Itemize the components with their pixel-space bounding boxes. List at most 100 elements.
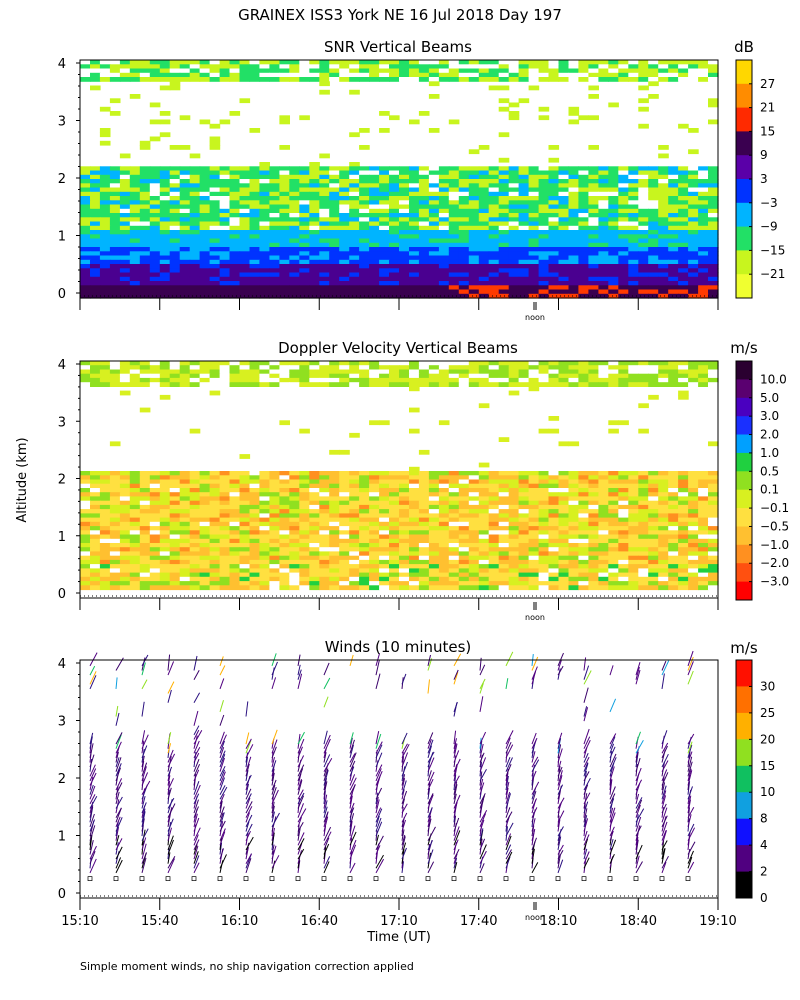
heatmap-cell bbox=[289, 369, 300, 375]
heatmap-cell bbox=[259, 513, 270, 519]
heatmap-cell bbox=[149, 208, 161, 214]
wind-barb bbox=[167, 775, 171, 786]
heatmap-cell bbox=[239, 264, 251, 269]
heatmap-cell bbox=[428, 94, 440, 99]
heatmap-cell bbox=[80, 373, 91, 379]
heatmap-cell bbox=[438, 179, 450, 184]
heatmap-cell bbox=[90, 382, 101, 387]
heatmap-cell bbox=[379, 238, 390, 244]
wind-barb bbox=[167, 839, 174, 855]
heatmap-cell bbox=[99, 547, 111, 552]
heatmap-cell bbox=[658, 471, 669, 476]
heatmap-cell bbox=[568, 242, 580, 248]
heatmap-cell bbox=[309, 183, 320, 189]
heatmap-cell bbox=[299, 517, 310, 523]
colorbar-label: −15 bbox=[760, 243, 785, 257]
heatmap-cell bbox=[99, 179, 111, 184]
heatmap-cell bbox=[179, 289, 191, 295]
heatmap-cell bbox=[628, 200, 639, 206]
heatmap-cell bbox=[199, 196, 211, 201]
heatmap-cell bbox=[349, 551, 360, 557]
heatmap-cell bbox=[558, 251, 570, 257]
heatmap-cell bbox=[638, 377, 649, 383]
heatmap-cell bbox=[658, 500, 669, 506]
heatmap-cell bbox=[269, 200, 280, 206]
heatmap-cell bbox=[329, 361, 340, 366]
heatmap-cell bbox=[578, 517, 589, 523]
heatmap-cell bbox=[219, 179, 231, 184]
heatmap-cell bbox=[638, 191, 649, 197]
heatmap-cell bbox=[309, 187, 320, 193]
heatmap-cell bbox=[478, 191, 490, 197]
wind-barb bbox=[89, 772, 97, 786]
wind-barb bbox=[115, 796, 123, 809]
heatmap-cell bbox=[688, 77, 699, 82]
heatmap-cell bbox=[618, 475, 629, 481]
heatmap-cell bbox=[409, 268, 420, 274]
heatmap-cell bbox=[359, 166, 370, 172]
heatmap-cell bbox=[409, 242, 420, 248]
heatmap-cell bbox=[269, 365, 280, 370]
heatmap-cell bbox=[159, 119, 171, 125]
heatmap-cell bbox=[678, 276, 689, 282]
heatmap-cell bbox=[319, 521, 330, 527]
heatmap-cell bbox=[468, 221, 480, 227]
heatmap-cell bbox=[538, 551, 550, 557]
heatmap-cell bbox=[229, 238, 241, 244]
heatmap-cell bbox=[99, 268, 111, 274]
heatmap-cell bbox=[99, 475, 111, 481]
heatmap-cell bbox=[458, 564, 470, 569]
heatmap-cell bbox=[249, 513, 261, 519]
heatmap-cell bbox=[628, 365, 639, 370]
heatmap-cell bbox=[129, 60, 141, 65]
heatmap-cell bbox=[179, 576, 191, 582]
heatmap-cell bbox=[219, 174, 231, 180]
heatmap-cell bbox=[448, 276, 460, 282]
heatmap-cell bbox=[90, 259, 101, 265]
heatmap-cell bbox=[129, 555, 141, 561]
heatmap-cell bbox=[339, 555, 350, 561]
heatmap-cell bbox=[508, 238, 520, 244]
heatmap-cell bbox=[668, 242, 679, 248]
heatmap-cell bbox=[199, 187, 211, 193]
heatmap-cell bbox=[588, 281, 599, 286]
heatmap-cell bbox=[658, 200, 669, 206]
heatmap-cell bbox=[379, 513, 390, 519]
heatmap-cell bbox=[488, 208, 500, 214]
heatmap-cell bbox=[658, 166, 669, 172]
heatmap-cell bbox=[379, 60, 390, 65]
heatmap-cell bbox=[90, 276, 101, 282]
heatmap-cell bbox=[339, 208, 350, 214]
heatmap-cell bbox=[558, 471, 570, 476]
heatmap-cell bbox=[229, 509, 241, 514]
snr-unit: dB bbox=[734, 38, 754, 56]
heatmap-cell bbox=[269, 585, 280, 591]
heatmap-cell bbox=[229, 369, 241, 375]
heatmap-cell bbox=[189, 204, 201, 210]
heatmap-cell bbox=[209, 208, 221, 214]
heatmap-cell bbox=[438, 242, 450, 248]
heatmap-cell bbox=[648, 268, 659, 274]
heatmap-cell bbox=[478, 276, 490, 282]
heatmap-cell bbox=[99, 64, 111, 70]
heatmap-cell bbox=[189, 191, 201, 197]
heatmap-cell bbox=[628, 521, 639, 527]
heatmap-cell bbox=[598, 200, 609, 206]
heatmap-cell bbox=[648, 581, 659, 586]
heatmap-cell bbox=[458, 568, 470, 574]
heatmap-cell bbox=[249, 174, 261, 180]
heatmap-cell bbox=[458, 200, 470, 206]
heatmap-cell bbox=[359, 276, 370, 282]
heatmap-cell bbox=[698, 547, 709, 552]
heatmap-cell bbox=[199, 204, 211, 210]
heatmap-cell bbox=[578, 547, 589, 552]
heatmap-cell bbox=[80, 179, 91, 184]
heatmap-cell bbox=[349, 276, 360, 282]
heatmap-cell bbox=[119, 153, 131, 159]
heatmap-cell bbox=[478, 259, 490, 265]
heatmap-cell bbox=[498, 242, 510, 248]
heatmap-cell bbox=[688, 204, 699, 210]
heatmap-cell bbox=[319, 509, 330, 514]
heatmap-cell bbox=[518, 521, 530, 527]
heatmap-cell bbox=[409, 581, 420, 586]
